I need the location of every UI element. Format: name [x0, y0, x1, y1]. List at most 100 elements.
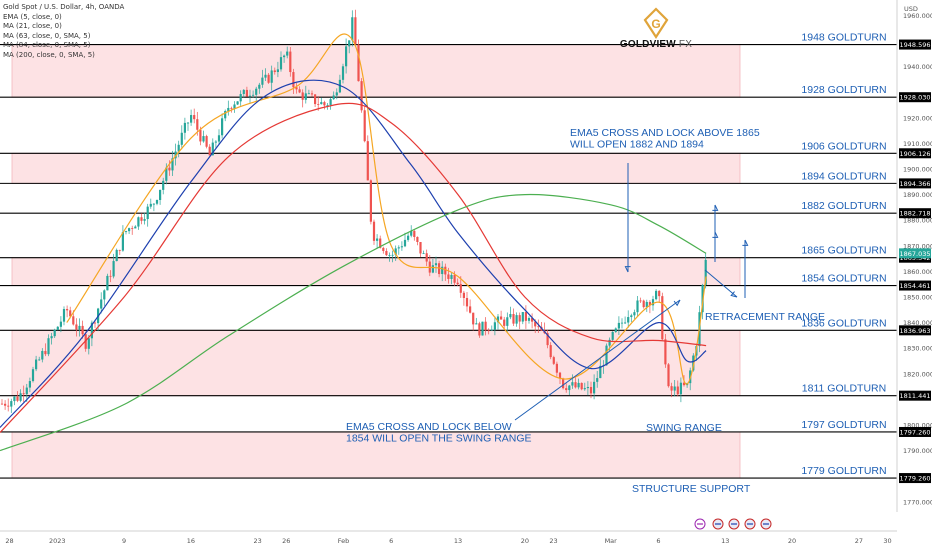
candle-body	[16, 396, 19, 401]
level-price-badge	[899, 178, 931, 189]
candle-body	[165, 167, 168, 181]
candle-body	[38, 359, 41, 361]
candle-body	[134, 226, 137, 229]
annotation-text: EMA5 CROSS AND LOCK BELOW	[346, 421, 512, 433]
time-tick-label: 28	[5, 537, 13, 545]
candle-body	[512, 314, 515, 324]
goldturn-level-label: 1811 GOLDTURN	[802, 383, 886, 395]
candle-body	[397, 247, 400, 249]
candle-body	[518, 315, 521, 322]
annotation-text: STRUCTURE SUPPORT	[632, 483, 751, 495]
legend-ma21[interactable]: MA (21, close, 0)	[3, 22, 62, 31]
candle-body	[620, 322, 624, 324]
candle-body	[388, 255, 391, 256]
candle-body	[586, 386, 589, 389]
candle-body	[28, 381, 31, 388]
goldturn-level-label: 1894 GOLDTURN	[801, 170, 886, 182]
moving-average-line	[0, 102, 707, 434]
price-tick-label: 1890.000	[903, 191, 932, 199]
candle-body	[221, 118, 224, 136]
goldturn-level-label: 1797 GOLDTURN	[801, 419, 886, 431]
candle-body	[527, 318, 531, 321]
candle-body	[230, 107, 233, 109]
candle-body	[360, 81, 363, 111]
candle-body	[168, 167, 171, 171]
candle-body	[562, 378, 565, 389]
candle-body	[93, 322, 97, 324]
candle-body	[190, 115, 193, 123]
candle-body	[106, 275, 109, 291]
goldturn-level-label: 1906 GOLDTURN	[801, 140, 886, 152]
candle-body	[112, 261, 115, 277]
level-price-badge-text: 1882.718	[899, 210, 930, 218]
candle-body	[252, 94, 255, 96]
candle-body	[211, 142, 214, 156]
candle-body	[118, 249, 121, 251]
candle-body	[503, 319, 506, 326]
price-tick-label: 1880.000	[903, 217, 932, 225]
candle-body	[217, 135, 221, 142]
time-tick-label: 20	[521, 537, 529, 545]
annotation-text: RETRACEMENT RANGE	[705, 311, 825, 323]
candle-body	[338, 79, 341, 93]
goldturn-level-label: 1865 GOLDTURN	[801, 245, 886, 257]
price-axis[interactable]: USD 1770.000 1790.000 1800.000 1820.000 1830.…	[896, 0, 932, 512]
candle-body	[534, 321, 537, 327]
chart-legend: Gold Spot / U.S. Dollar, 4h, OANDA EMA (…	[3, 3, 124, 61]
candle-body	[199, 129, 202, 142]
candle-body	[348, 40, 351, 47]
candle-body	[53, 329, 56, 337]
candle-body	[283, 55, 286, 58]
level-price-badge	[899, 426, 931, 437]
legend-ma200[interactable]: MA (200, close, 0, SMA, 5)	[3, 50, 95, 59]
candle-body	[292, 72, 295, 88]
candle-body	[546, 333, 549, 346]
time-tick-label: 9	[122, 537, 126, 545]
candle-body	[403, 239, 407, 247]
candle-body	[236, 101, 239, 105]
price-tick-label: 1910.000	[903, 140, 932, 148]
candle-body	[679, 382, 682, 395]
candle-body	[22, 393, 25, 395]
candle-body	[41, 350, 44, 360]
candle-body	[456, 282, 459, 285]
supply-demand-zone	[11, 329, 741, 397]
annotation-text: EMA5 CROSS AND LOCK ABOVE 1865	[570, 127, 760, 139]
candle-body	[425, 253, 428, 262]
candle-body	[258, 84, 261, 89]
candle-body	[574, 382, 577, 388]
candle-body	[537, 326, 540, 328]
legend-ema5[interactable]: EMA (5, close, 0)	[3, 12, 62, 21]
candle-body	[174, 151, 177, 159]
candle-body	[568, 385, 571, 391]
candle-body	[400, 246, 403, 248]
level-price-badge-text: 1928.030	[899, 94, 930, 102]
candle-body	[369, 180, 372, 222]
candle-body	[459, 284, 462, 293]
candle-body	[509, 314, 512, 318]
legend-ma63[interactable]: MA (63, close, 0, SMA, 5)	[3, 31, 91, 40]
candle-body	[552, 357, 555, 364]
goldturn-level-label: 1854 GOLDTURN	[801, 273, 886, 285]
candle-body	[555, 363, 558, 373]
time-axis[interactable]: 28 2023 9 16 23 26 Feb 6 13 20 23 Mar 6 13 20 27 30	[0, 518, 897, 545]
candle-body	[310, 93, 314, 95]
candle-body	[289, 51, 292, 73]
level-price-badge	[899, 208, 931, 219]
candle-body	[279, 57, 283, 70]
time-tick-label: 16	[187, 537, 195, 545]
candle-body	[47, 338, 50, 355]
candle-body	[323, 102, 326, 106]
candle-body	[248, 95, 252, 97]
candle-body	[286, 51, 289, 56]
moving-average-line	[0, 193, 707, 452]
legend-ma84[interactable]: MA (84, close, 0, SMA, 5)	[3, 41, 91, 50]
supply-demand-zone	[11, 257, 741, 286]
symbol-title[interactable]: Gold Spot / U.S. Dollar, 4h, OANDA	[3, 3, 125, 11]
time-tick-label: 6	[389, 537, 393, 545]
goldturn-level-label: 1836 GOLDTURN	[801, 317, 886, 329]
candle-body	[307, 93, 310, 95]
